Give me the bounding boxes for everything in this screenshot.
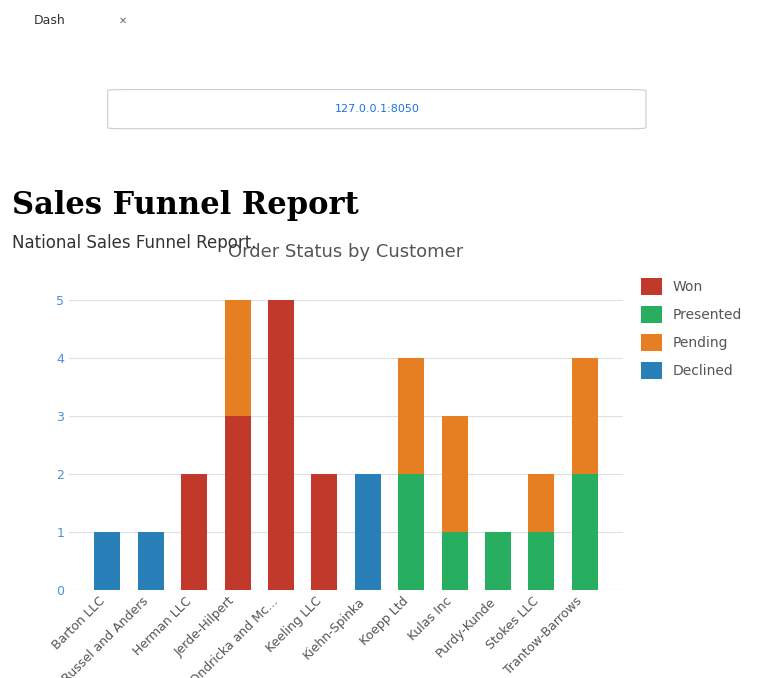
Bar [441, 532, 468, 590]
Text: 127.0.0.1:8050: 127.0.0.1:8050 [335, 104, 419, 114]
Bar [95, 532, 121, 590]
Bar [355, 474, 381, 590]
Text: National Sales Funnel Report.: National Sales Funnel Report. [12, 234, 256, 252]
Title: Order Status by Customer: Order Status by Customer [228, 243, 464, 261]
Text: Sales Funnel Report: Sales Funnel Report [12, 190, 358, 221]
Bar [181, 474, 207, 590]
Bar [268, 300, 294, 590]
Bar [398, 358, 424, 474]
Bar [528, 532, 554, 590]
Bar [571, 358, 598, 474]
Bar [225, 300, 251, 416]
Bar [528, 474, 554, 532]
FancyBboxPatch shape [108, 89, 646, 129]
Bar [225, 416, 251, 590]
Bar [571, 474, 598, 590]
Bar [485, 532, 511, 590]
Text: Dash: Dash [34, 14, 66, 27]
Bar [398, 474, 424, 590]
Legend: Won, Presented, Pending, Declined: Won, Presented, Pending, Declined [641, 278, 742, 379]
Text: ✕: ✕ [119, 16, 127, 26]
Bar [441, 416, 468, 532]
Bar [138, 532, 164, 590]
Bar [311, 474, 338, 590]
Text: Reload this page: Reload this page [121, 150, 225, 163]
